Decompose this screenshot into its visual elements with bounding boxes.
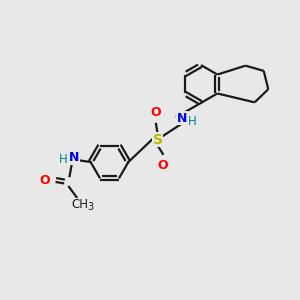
Text: O: O <box>39 173 50 187</box>
Text: CH: CH <box>71 198 88 211</box>
Text: N: N <box>177 112 187 125</box>
Text: S: S <box>152 133 163 146</box>
Text: 3: 3 <box>88 202 94 212</box>
Text: O: O <box>151 106 161 119</box>
Text: N: N <box>69 151 79 164</box>
Text: H: H <box>188 115 197 128</box>
Text: H: H <box>58 152 68 166</box>
Text: O: O <box>158 159 168 172</box>
